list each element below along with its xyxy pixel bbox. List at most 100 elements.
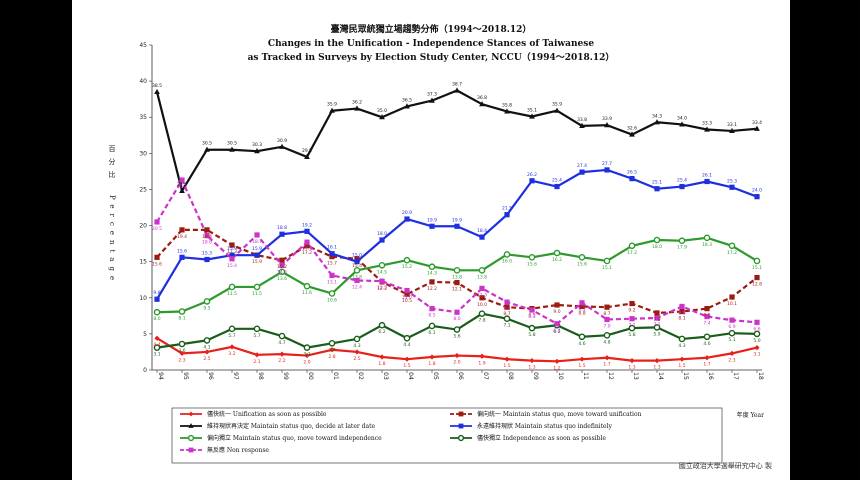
series-6-point — [279, 262, 285, 268]
x-tick-label: 15 — [682, 372, 689, 380]
series-5-point — [278, 332, 286, 340]
series-2-point — [529, 113, 535, 119]
data-label: 5.0 — [753, 338, 760, 344]
data-label: 18.8 — [277, 225, 287, 231]
data-label: 25.4 — [552, 178, 562, 184]
series-1-point — [679, 308, 685, 315]
data-labels: 4.4 2.3 2.5 3.2 2.1 2.2 2.0 2.8 2.5 1.8 1.5 1.8 2.0 1… — [152, 82, 762, 372]
data-label: 8.1 — [178, 316, 185, 322]
data-label: 15.6 — [577, 261, 587, 267]
data-label: 34.0 — [677, 115, 687, 121]
data-label: 16.2 — [552, 257, 562, 263]
series-3-point — [304, 228, 310, 234]
series-3-point — [629, 176, 635, 182]
series-4-point — [178, 308, 186, 315]
series-4-point — [328, 290, 336, 297]
data-label: 1.5 — [403, 363, 410, 369]
data-label: 5.7 — [228, 333, 235, 339]
series-markers — [153, 87, 761, 364]
series-3-point — [679, 183, 685, 190]
legend: 儘快統一 Unification as soon as possible 偏向統一… — [180, 410, 642, 454]
data-label: 4.8 — [603, 339, 610, 345]
chart-slide: 臺灣民眾統獨立場趨勢分佈（1994～2018.12） Changes in th… — [72, 0, 790, 480]
series-0-point — [704, 355, 710, 361]
legend-swatch-marker-5 — [457, 434, 465, 442]
series-5-point — [653, 324, 661, 331]
series-6-point — [454, 309, 460, 315]
legend-label-2: 維持現狀再決定 Maintain status quo, decide at l… — [207, 422, 375, 430]
data-label: 10.6 — [327, 297, 337, 303]
series-5-point — [378, 321, 386, 329]
data-label: 1.8 — [378, 361, 385, 367]
data-label: 25.3 — [727, 178, 737, 184]
data-label: 15.6 — [152, 261, 162, 267]
series-5-point — [328, 339, 336, 347]
series-6-point — [704, 313, 710, 320]
data-label: 20.5 — [152, 226, 162, 232]
series-3-point — [604, 167, 610, 173]
data-label: 10.0 — [477, 302, 487, 308]
x-tick-label: 07 — [482, 372, 489, 380]
data-label: 8.0 — [453, 316, 460, 322]
data-label: 5.8 — [628, 332, 635, 338]
series-5-point — [153, 344, 161, 351]
data-label: 35.9 — [327, 102, 337, 108]
data-label: 9.0 — [553, 309, 560, 315]
data-label: 15.1 — [602, 265, 612, 271]
data-label: 1.9 — [478, 360, 485, 366]
series-6-point — [579, 300, 585, 306]
series-1-point — [629, 300, 635, 307]
series-6-point — [629, 316, 635, 322]
series-5-point — [478, 310, 486, 317]
data-label: 19.4 — [202, 234, 212, 240]
series-1-point — [579, 303, 585, 310]
data-label: 19.4 — [177, 234, 187, 240]
series-6-point — [379, 278, 385, 284]
x-tick-label: 06 — [457, 372, 464, 380]
data-label: 38.7 — [452, 82, 462, 88]
series-2-point — [204, 146, 210, 152]
series-5-point — [228, 325, 236, 333]
data-label: 3.1 — [753, 352, 760, 358]
series-2-point — [254, 148, 260, 154]
series-2-point — [729, 127, 735, 134]
series-5-point — [353, 335, 361, 343]
data-label: 6.4 — [553, 328, 560, 334]
data-label: 35.1 — [527, 108, 537, 114]
data-label: 10.5 — [402, 298, 412, 304]
x-tick-label: 11 — [582, 372, 589, 380]
data-label: 18.7 — [252, 239, 262, 245]
series-0-point — [304, 352, 310, 359]
legend-swatch-marker-2 — [188, 423, 194, 428]
data-label: 5.8 — [528, 332, 535, 338]
y-tick-label: 40 — [139, 78, 147, 85]
series-1-point — [729, 294, 735, 300]
x-tick-label: 97 — [232, 372, 239, 380]
series-6-point — [729, 317, 735, 323]
data-label: 17.3 — [227, 249, 237, 255]
data-label: 15.9 — [252, 246, 262, 252]
legend-swatch-marker-4 — [187, 434, 195, 442]
y-tick-label: 10 — [139, 295, 147, 302]
data-label: 2.3 — [178, 357, 185, 363]
series-5-point — [253, 325, 261, 333]
data-label: 1.3 — [628, 365, 635, 371]
series-4-point — [278, 268, 286, 276]
data-label: 6.2 — [378, 329, 385, 335]
series-2-point — [404, 103, 410, 109]
data-label: 17.7 — [302, 246, 312, 252]
data-label: 1.5 — [578, 363, 585, 369]
series-3-point — [279, 231, 285, 237]
y-tick-label: 45 — [139, 42, 147, 49]
series-6-point — [179, 177, 185, 183]
series-4-point — [428, 263, 436, 271]
data-label: 4.4 — [403, 342, 410, 348]
x-tick-label: 01 — [332, 372, 339, 380]
series-4-point — [603, 257, 611, 265]
series-6-point — [354, 277, 360, 284]
data-label: 20.9 — [402, 210, 412, 216]
data-label: 8.5 — [528, 313, 535, 319]
series-0-point — [629, 358, 635, 364]
data-label: 34.3 — [652, 113, 662, 119]
series-5-point — [303, 344, 311, 351]
